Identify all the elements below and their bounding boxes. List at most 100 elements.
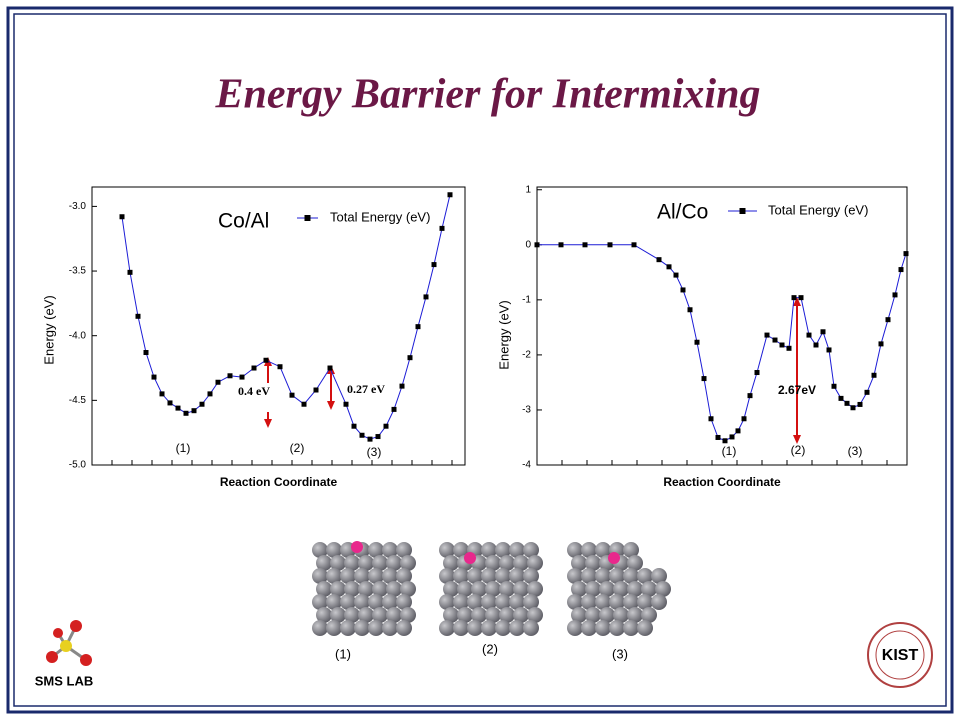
marker bbox=[415, 324, 421, 330]
annotation: (3) bbox=[848, 444, 863, 458]
atom bbox=[627, 555, 643, 571]
atom bbox=[637, 568, 653, 584]
kist-text: KIST bbox=[882, 647, 919, 664]
atom bbox=[623, 594, 639, 610]
marker bbox=[892, 292, 898, 298]
marker bbox=[656, 257, 662, 263]
marker bbox=[729, 434, 735, 440]
atom bbox=[316, 607, 332, 623]
annotation: (3) bbox=[367, 445, 382, 459]
marker bbox=[838, 395, 844, 401]
marker bbox=[375, 434, 381, 440]
x-axis-label: Reaction Coordinate bbox=[220, 475, 338, 489]
atom bbox=[651, 594, 667, 610]
atom bbox=[316, 581, 332, 597]
atom bbox=[386, 581, 402, 597]
marker bbox=[708, 416, 714, 422]
atom bbox=[513, 581, 529, 597]
marker bbox=[857, 401, 863, 407]
atom bbox=[358, 607, 374, 623]
y-tick-label: -3 bbox=[522, 405, 531, 416]
marker bbox=[903, 251, 909, 257]
atom bbox=[326, 620, 342, 636]
marker bbox=[207, 391, 213, 397]
marker bbox=[167, 400, 173, 406]
marker bbox=[391, 406, 397, 412]
logo-text: SMS LAB bbox=[35, 673, 94, 688]
atom bbox=[523, 594, 539, 610]
atom bbox=[595, 620, 611, 636]
y-tick-label: -4 bbox=[522, 460, 531, 471]
atom bbox=[527, 581, 543, 597]
atom bbox=[471, 607, 487, 623]
atom bbox=[585, 555, 601, 571]
atom bbox=[567, 542, 583, 558]
y-tick-label: -3.0 bbox=[69, 201, 87, 212]
legend-marker bbox=[739, 208, 746, 214]
atom bbox=[499, 555, 515, 571]
frame bbox=[6, 6, 954, 714]
marker bbox=[871, 372, 877, 378]
atom bbox=[330, 555, 346, 571]
atom bbox=[641, 581, 657, 597]
atom bbox=[581, 568, 597, 584]
image-label: (2) bbox=[482, 641, 498, 656]
y-tick-label: 0 bbox=[525, 239, 531, 250]
marker bbox=[534, 242, 540, 248]
marker bbox=[844, 400, 850, 406]
atom bbox=[382, 620, 398, 636]
y-tick-label: -4.0 bbox=[69, 330, 87, 341]
plot-area bbox=[91, 186, 466, 466]
marker bbox=[791, 295, 797, 301]
marker bbox=[313, 387, 319, 393]
atom bbox=[623, 620, 639, 636]
marker bbox=[666, 264, 672, 270]
atom bbox=[637, 620, 653, 636]
atom bbox=[567, 568, 583, 584]
marker bbox=[826, 347, 832, 353]
atom bbox=[495, 620, 511, 636]
atom bbox=[509, 568, 525, 584]
marker bbox=[301, 401, 307, 407]
marker bbox=[227, 373, 233, 379]
atom bbox=[368, 568, 384, 584]
atom bbox=[581, 620, 597, 636]
atom bbox=[595, 568, 611, 584]
adatom bbox=[351, 541, 363, 553]
marker bbox=[215, 379, 221, 385]
marker bbox=[143, 350, 149, 356]
marker bbox=[786, 345, 792, 351]
atom bbox=[495, 594, 511, 610]
marker bbox=[694, 339, 700, 345]
atom bbox=[386, 607, 402, 623]
atom bbox=[344, 607, 360, 623]
marker bbox=[263, 357, 269, 363]
atom bbox=[499, 607, 515, 623]
atom bbox=[326, 568, 342, 584]
marker bbox=[439, 225, 445, 231]
atom bbox=[439, 542, 455, 558]
y-tick-label: -4.5 bbox=[69, 395, 87, 406]
atom bbox=[312, 542, 328, 558]
atom bbox=[330, 607, 346, 623]
annotation: (2) bbox=[290, 441, 305, 455]
marker bbox=[367, 436, 373, 442]
atom bbox=[386, 555, 402, 571]
atom bbox=[382, 594, 398, 610]
atom bbox=[481, 594, 497, 610]
atom bbox=[396, 594, 412, 610]
atom bbox=[495, 542, 511, 558]
y-axis-label: Energy (eV) bbox=[41, 295, 56, 364]
atom bbox=[312, 568, 328, 584]
marker bbox=[680, 287, 686, 293]
logo-molecule bbox=[46, 620, 92, 666]
marker bbox=[747, 393, 753, 399]
atom bbox=[400, 607, 416, 623]
annotation: 2.67eV bbox=[778, 383, 816, 397]
marker bbox=[407, 355, 413, 361]
marker bbox=[582, 242, 588, 248]
kist-logo bbox=[867, 622, 933, 688]
marker bbox=[447, 192, 453, 198]
atom bbox=[599, 607, 615, 623]
y-tick-label: -1 bbox=[522, 294, 531, 305]
